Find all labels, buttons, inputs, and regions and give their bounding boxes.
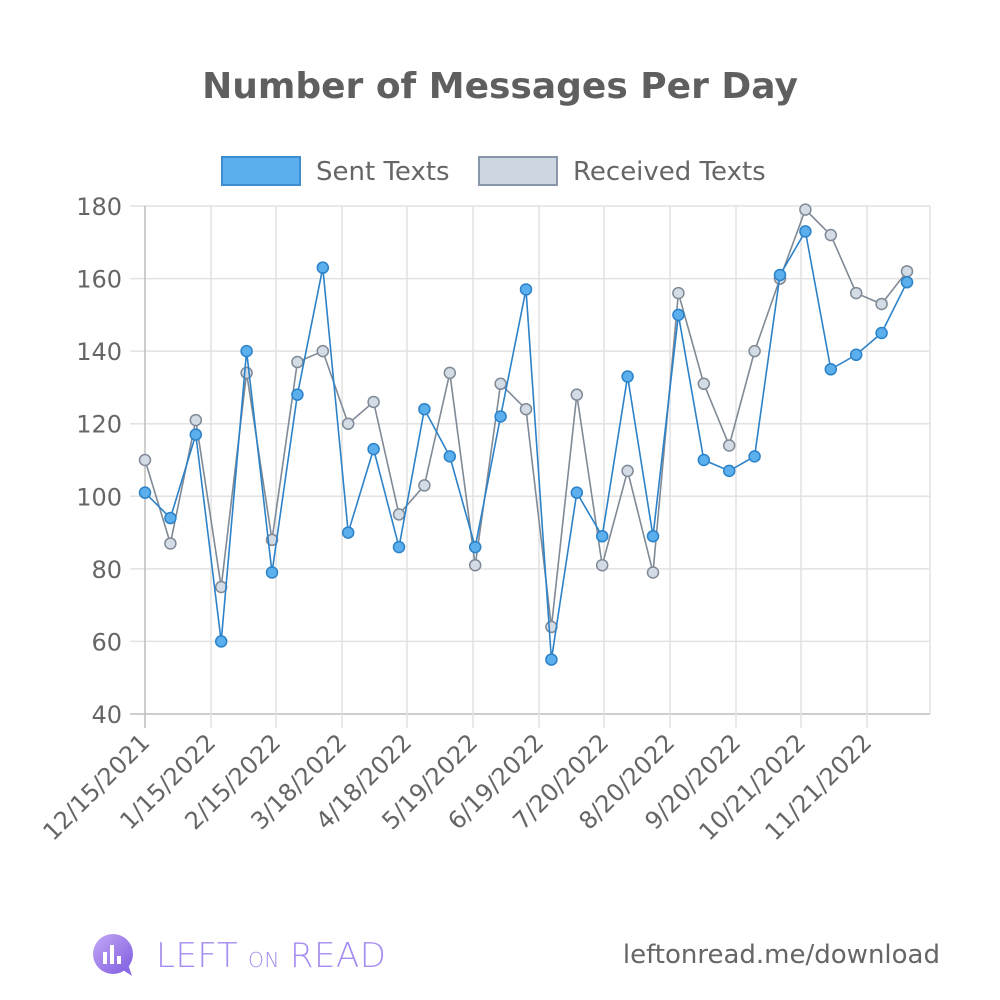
legend-swatch xyxy=(478,156,558,186)
received-texts-point xyxy=(468,558,482,572)
received-texts-point xyxy=(900,265,914,278)
sent-texts-point xyxy=(214,635,228,648)
brand-word-read: READ xyxy=(289,936,387,976)
sent-texts-point xyxy=(849,348,863,362)
sent-texts-point xyxy=(595,529,609,543)
sent-texts-point xyxy=(519,283,533,296)
sent-texts-point xyxy=(443,450,457,463)
y-tick-label: 120 xyxy=(76,411,122,439)
sent-texts-point xyxy=(418,402,431,416)
y-tick-label: 80 xyxy=(91,556,122,584)
received-texts-point xyxy=(672,286,685,300)
sent-texts-point xyxy=(494,410,507,423)
sent-texts-point xyxy=(570,486,584,499)
legend-swatch xyxy=(221,156,301,186)
y-tick-label: 180 xyxy=(76,193,122,221)
received-texts-point xyxy=(799,203,812,216)
received-texts-point xyxy=(418,479,431,492)
received-texts-point xyxy=(164,537,177,550)
sent-texts-point xyxy=(799,225,812,238)
received-texts-point xyxy=(316,344,330,358)
chart-bubble-icon xyxy=(93,934,133,976)
sent-texts-point xyxy=(621,370,634,383)
received-texts-point xyxy=(697,377,711,391)
sent-texts-point xyxy=(291,388,304,401)
received-texts-point xyxy=(849,286,863,300)
received-texts-point xyxy=(646,566,660,579)
sent-texts-point xyxy=(672,308,685,322)
y-tick-label: 140 xyxy=(76,338,122,366)
received-texts-point xyxy=(875,297,888,311)
y-tick-label: 60 xyxy=(91,628,122,656)
sent-texts-point xyxy=(341,526,355,539)
received-texts-point xyxy=(341,417,355,430)
sent-texts-point xyxy=(138,486,152,499)
chart-title: Number of Messages Per Day xyxy=(202,66,798,107)
sent-texts-point xyxy=(824,363,838,376)
brand-word-on: ON xyxy=(248,948,280,972)
received-texts-point xyxy=(824,228,838,242)
y-tick-label: 160 xyxy=(76,266,122,294)
received-texts-point xyxy=(291,355,304,369)
received-texts-point xyxy=(367,395,380,409)
brand-word-left: LEFT xyxy=(156,936,239,976)
sent-texts-point xyxy=(900,275,914,289)
brand-logo: LEFT ON READ xyxy=(90,932,386,980)
received-texts-point xyxy=(138,453,152,467)
received-texts-point xyxy=(494,377,507,391)
sent-texts-point xyxy=(545,653,558,666)
y-tick-label: 40 xyxy=(91,701,122,729)
sent-texts-point xyxy=(468,540,482,554)
legend-label: Sent Texts xyxy=(316,157,450,187)
brand-wordmark: LEFT ON READ xyxy=(156,936,386,976)
sent-texts-point xyxy=(875,326,888,340)
sent-texts-point xyxy=(265,566,279,579)
sent-texts-point xyxy=(773,268,787,282)
sent-texts-point xyxy=(697,453,711,467)
received-texts-point xyxy=(748,344,761,358)
received-texts-point xyxy=(443,366,457,380)
received-texts-point xyxy=(722,439,736,452)
received-texts-point xyxy=(570,388,584,401)
sent-texts-point xyxy=(748,450,761,463)
sent-texts-point xyxy=(722,464,736,478)
y-tick-label: 100 xyxy=(76,483,122,511)
received-texts-point xyxy=(189,413,203,427)
received-texts-point xyxy=(519,402,533,416)
download-link[interactable]: leftonread.me/download xyxy=(622,940,940,970)
sent-texts-point xyxy=(189,428,203,441)
sent-texts-point xyxy=(646,529,660,543)
received-texts-point xyxy=(621,464,634,478)
received-texts-point xyxy=(392,508,406,521)
sent-texts-point xyxy=(316,261,330,274)
sent-texts-point xyxy=(367,442,380,456)
sent-texts-point xyxy=(164,511,177,525)
legend-label: Received Texts xyxy=(573,157,766,187)
received-texts-point xyxy=(595,558,609,572)
received-texts-point xyxy=(240,366,253,380)
sent-texts-point xyxy=(392,540,406,554)
received-texts-line xyxy=(144,208,908,628)
sent-texts-point xyxy=(240,344,253,358)
